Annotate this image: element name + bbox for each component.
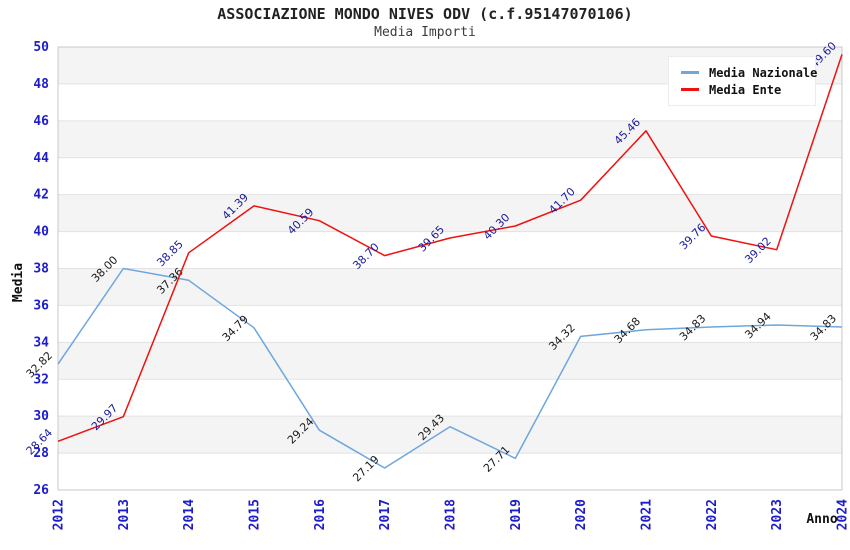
chart-title: ASSOCIAZIONE MONDO NIVES ODV (c.f.951470… xyxy=(217,5,633,23)
series-line-media-nazionale xyxy=(57,267,843,469)
x-axis-ticks: 2012 2013 2014 2015 2016 2017 2018 2019 2020 2021… xyxy=(52,499,850,530)
x-tick-label: 2014 xyxy=(182,499,197,530)
y-axis-ticks: 26 28 30 32 34 36 38 40 42 44 46 48 50 xyxy=(33,40,49,498)
y-tick-label: 42 xyxy=(33,188,49,203)
x-tick-label: 2022 xyxy=(705,499,720,530)
plot-border xyxy=(57,46,843,491)
legend-swatch-media-ente xyxy=(681,88,699,91)
legend-swatch-media-nazionale xyxy=(681,71,699,74)
plot-band xyxy=(58,194,842,232)
x-tick-label: 2018 xyxy=(444,499,459,530)
legend-label: Media Ente xyxy=(709,82,782,97)
x-tick-label: 2015 xyxy=(248,499,263,530)
y-tick-label: 30 xyxy=(33,409,49,424)
plot-bands xyxy=(58,47,842,454)
chart-legend: Media Nazionale Media Ente xyxy=(668,56,817,106)
x-tick-label: 2021 xyxy=(640,499,655,530)
legend-label: Media Nazionale xyxy=(709,65,818,80)
y-tick-label: 46 xyxy=(33,114,49,129)
y-tick-label: 48 xyxy=(33,77,49,92)
x-tick-label: 2017 xyxy=(378,499,393,530)
legend-item-media-nazionale: Media Nazionale xyxy=(681,64,817,81)
y-tick-label: 36 xyxy=(33,298,49,313)
chart-subtitle: Media Importi xyxy=(374,25,476,40)
y-tick-label: 50 xyxy=(33,40,49,55)
x-tick-label: 2023 xyxy=(770,499,785,530)
x-tick-label: 2024 xyxy=(836,499,850,530)
x-axis-title: Anno xyxy=(806,512,837,527)
x-tick-label: 2013 xyxy=(117,499,132,530)
y-axis-title: Media xyxy=(11,263,26,302)
plot-band xyxy=(58,416,842,454)
plot-band xyxy=(58,120,842,158)
x-tick-label: 2020 xyxy=(574,499,589,530)
data-label: 39.02 xyxy=(742,235,773,266)
y-tick-label: 40 xyxy=(33,225,49,240)
plot-band xyxy=(58,268,842,306)
y-tick-label: 44 xyxy=(33,151,49,166)
series-line-media-ente xyxy=(57,54,843,443)
x-tick-label: 2019 xyxy=(509,499,524,530)
x-tick-label: 2012 xyxy=(52,499,67,530)
y-tick-label: 32 xyxy=(33,372,49,387)
y-tick-label: 34 xyxy=(33,335,49,350)
y-tick-label: 26 xyxy=(33,483,49,498)
legend-item-media-ente: Media Ente xyxy=(681,81,807,98)
data-label: 34.83 xyxy=(808,312,839,343)
plot-band xyxy=(58,342,842,380)
data-label: 34.79 xyxy=(220,313,251,344)
y-tick-label: 28 xyxy=(33,446,49,461)
x-tick-label: 2016 xyxy=(313,499,328,530)
data-label: 38.85 xyxy=(154,238,185,269)
y-tick-label: 38 xyxy=(33,262,49,277)
